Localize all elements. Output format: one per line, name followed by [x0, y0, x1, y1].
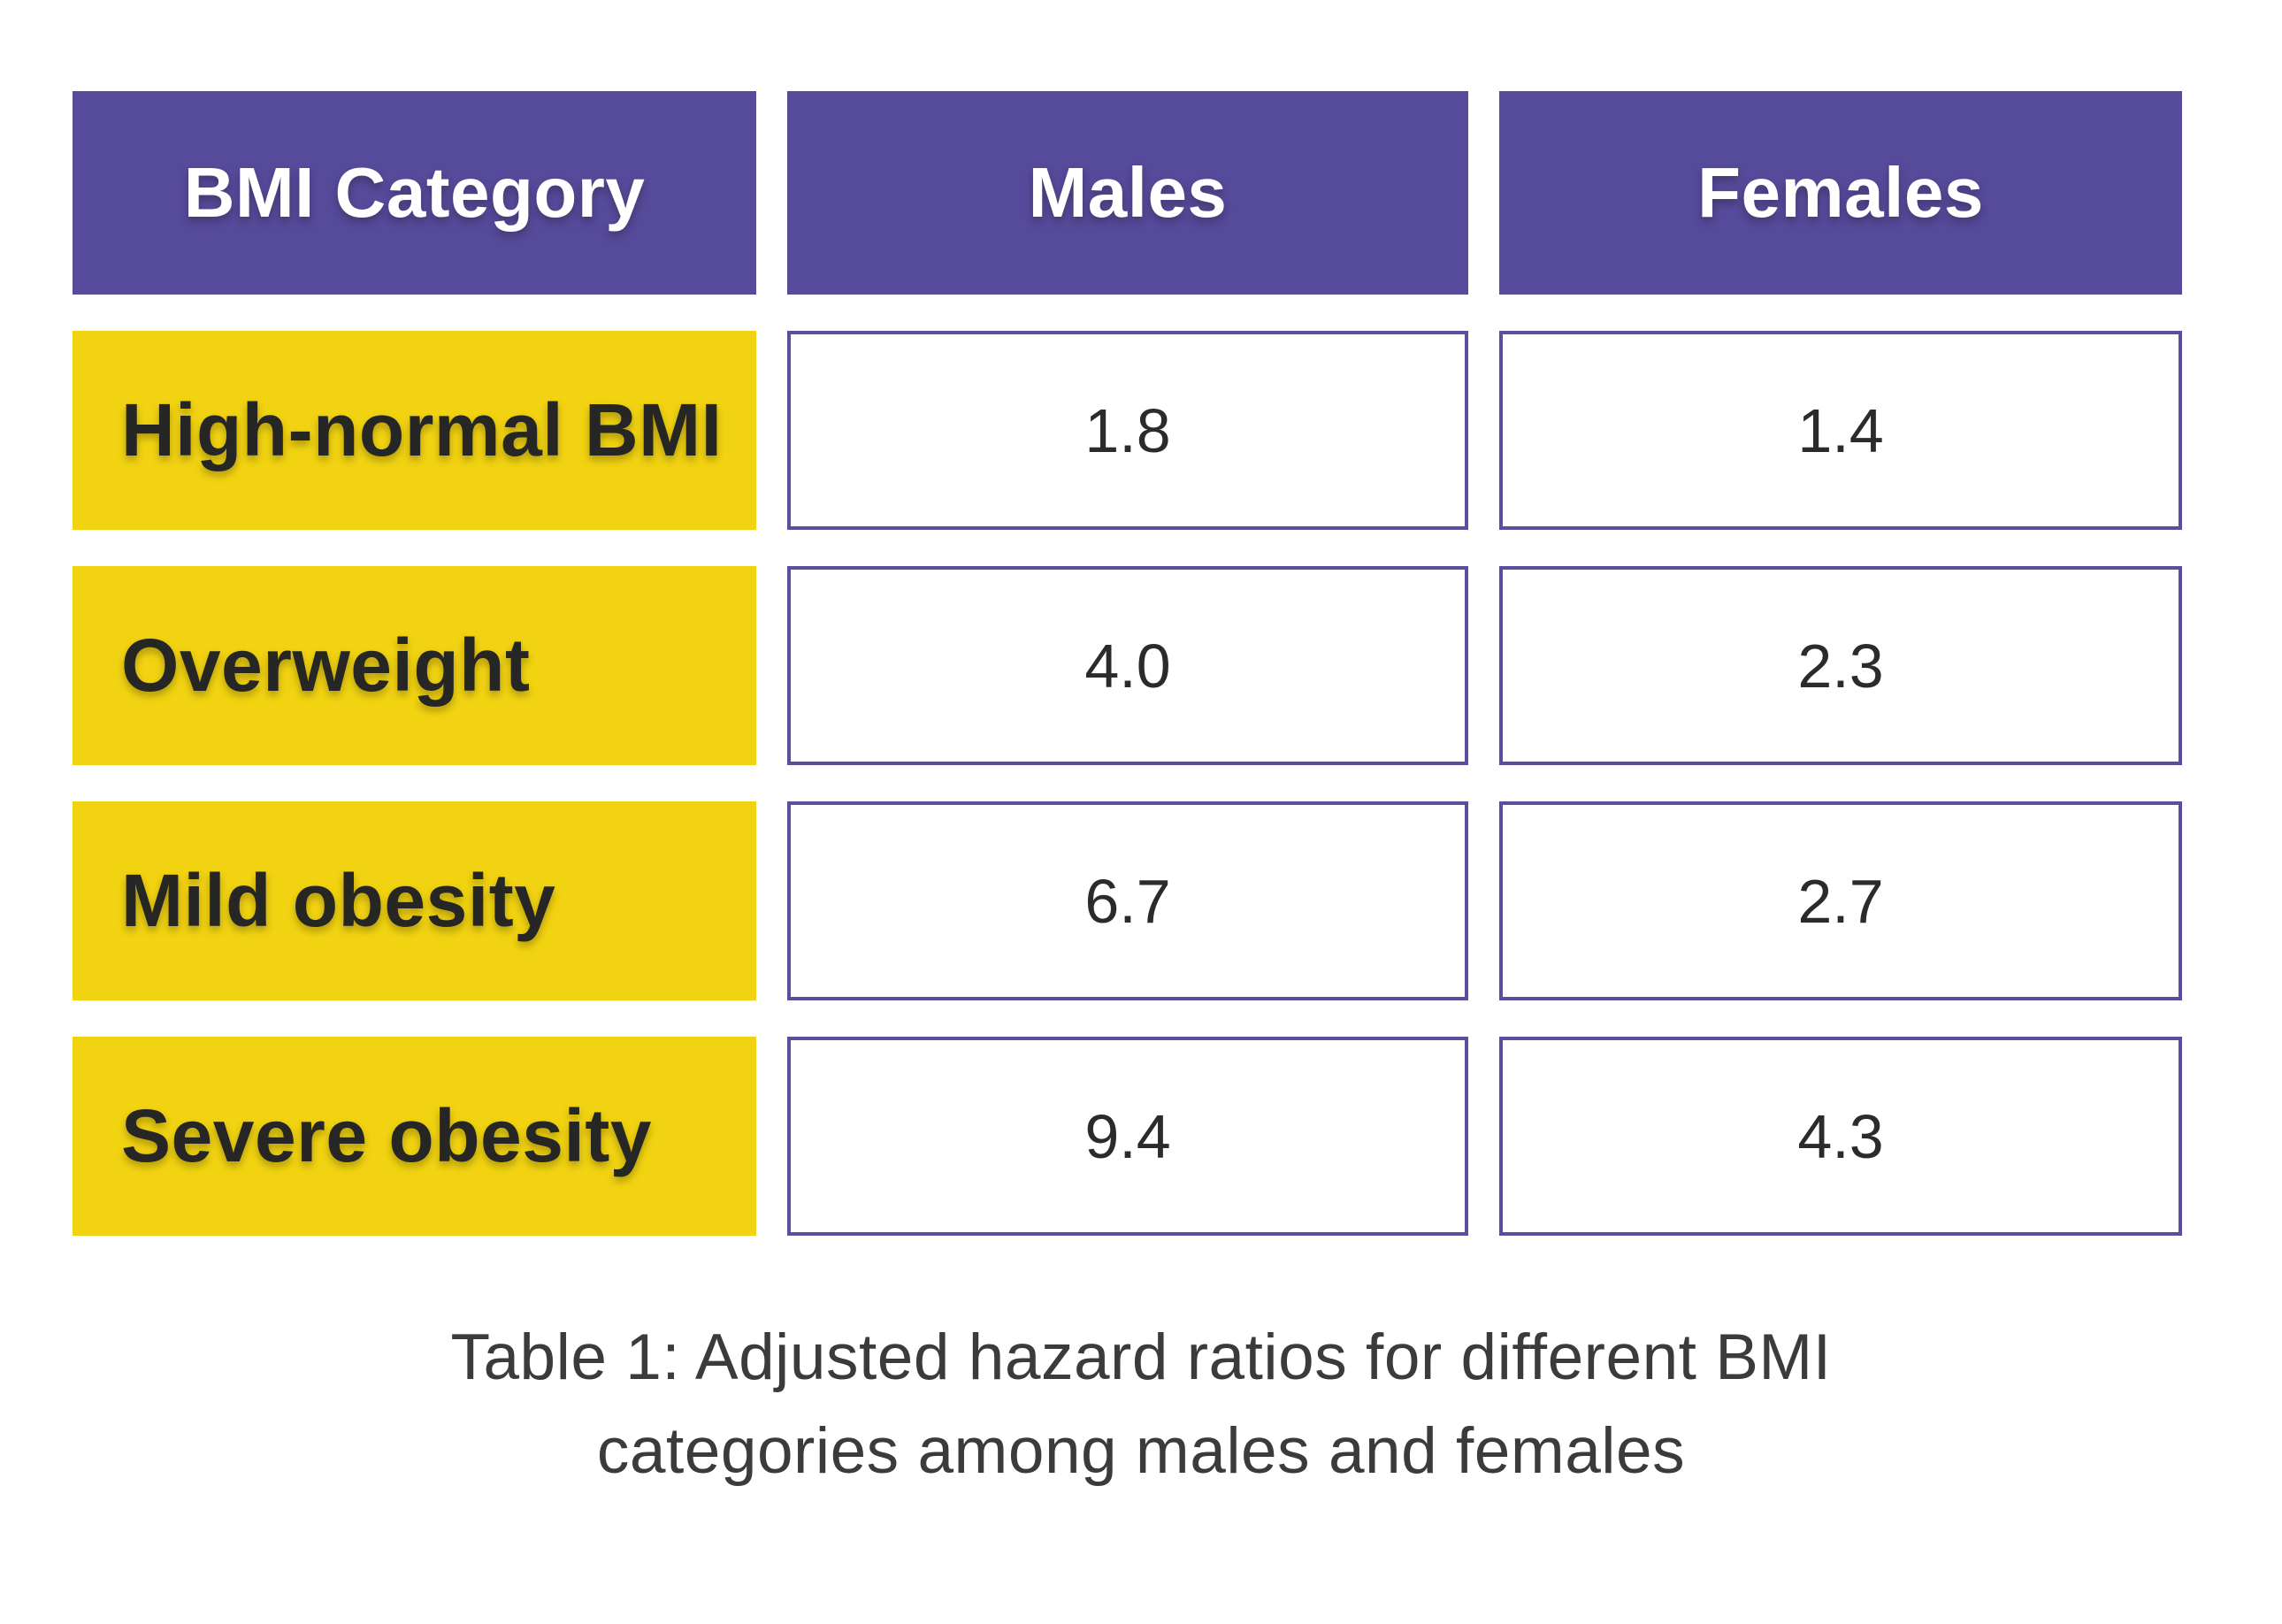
- table-caption-line2: categories among males and females: [596, 1415, 1686, 1487]
- row-label-high-normal-bmi: High-normal BMI: [73, 331, 756, 530]
- bmi-hazard-table: BMI Category Males Females High-normal B…: [73, 91, 2182, 1236]
- value-cell-females-overweight: 2.3: [1499, 566, 2182, 765]
- row-label-overweight: Overweight: [73, 566, 756, 765]
- table-caption-line1: Table 1: Adjusted hazard ratios for diff…: [450, 1321, 1832, 1393]
- row-label-mild-obesity: Mild obesity: [73, 801, 756, 1000]
- row-label-severe-obesity: Severe obesity: [73, 1037, 756, 1236]
- column-header-females: Females: [1499, 91, 2182, 295]
- table-caption: Table 1: Adjusted hazard ratios for diff…: [0, 1311, 2282, 1498]
- value-cell-males-high-normal: 1.8: [787, 331, 1468, 530]
- value-cell-males-mild-obesity: 6.7: [787, 801, 1468, 1000]
- value-cell-females-severe-obesity: 4.3: [1499, 1037, 2182, 1236]
- value-cell-males-severe-obesity: 9.4: [787, 1037, 1468, 1236]
- value-cell-females-high-normal: 1.4: [1499, 331, 2182, 530]
- value-cell-females-mild-obesity: 2.7: [1499, 801, 2182, 1000]
- column-header-males: Males: [787, 91, 1468, 295]
- value-cell-males-overweight: 4.0: [787, 566, 1468, 765]
- column-header-bmi-category: BMI Category: [73, 91, 756, 295]
